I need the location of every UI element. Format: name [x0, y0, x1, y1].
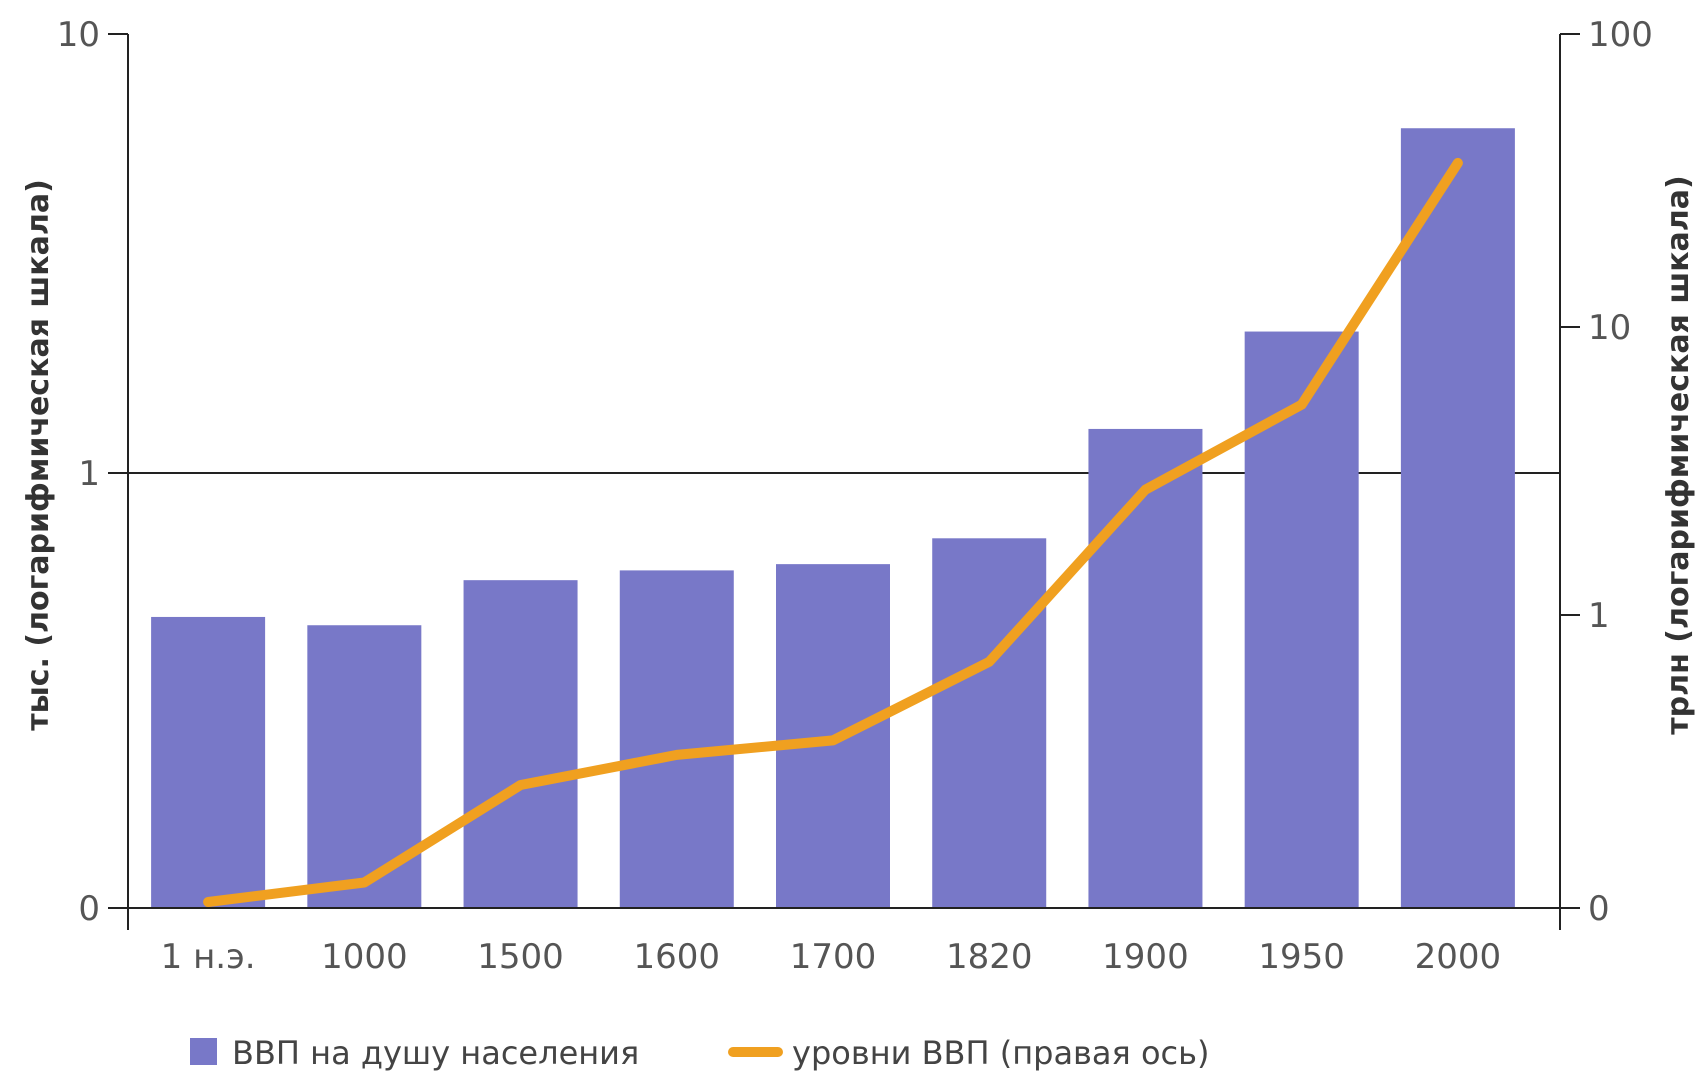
legend-swatch-bar	[190, 1038, 217, 1065]
gdp-line	[203, 157, 1463, 907]
x-tick-label-0: 1 н.э.	[161, 937, 256, 977]
right-tick-label-1: 1	[1588, 596, 1610, 636]
gdp-level-point-4	[832, 739, 834, 742]
bar-2	[463, 580, 578, 908]
x-tick-label-8: 2000	[1415, 937, 1502, 977]
axes	[108, 33, 1580, 930]
bar-0	[151, 616, 266, 908]
bars	[151, 128, 1515, 908]
left-tick-label-0: 0	[78, 889, 100, 929]
x-tick-label-5: 1820	[946, 937, 1033, 977]
x-tick-label-3: 1600	[634, 937, 721, 977]
bar-3	[619, 570, 734, 908]
bar-6	[1088, 428, 1203, 908]
left-tick-label-2: 10	[57, 15, 100, 55]
legend-label-bar: ВВП на душу населения	[232, 1034, 639, 1072]
gdp-level-point-3	[675, 753, 678, 756]
x-tick-label-2: 1500	[477, 937, 564, 977]
left-axis-title: тыс. (логарифмическая шкала)	[21, 179, 56, 731]
gdp-level-point-2	[519, 784, 522, 786]
bar-8	[1400, 128, 1515, 908]
right-tick-label-3: 100	[1588, 15, 1653, 55]
gdp-level-point-6	[1144, 488, 1147, 491]
bar-7	[1244, 331, 1359, 908]
x-tick-label-1: 1000	[321, 937, 408, 977]
x-tick-label-6: 1900	[1102, 937, 1189, 977]
legend: ВВП на душу населения уровни ВВП (правая…	[190, 1034, 1209, 1072]
gdp-level-point-1	[363, 881, 366, 884]
bar-1	[307, 625, 422, 908]
x-tick-label-4: 1700	[790, 937, 877, 977]
right-axis-title: трлн (логарифмическая шкала)	[1661, 175, 1696, 734]
gdp-level-point-0	[207, 901, 210, 903]
right-tick-label-2: 10	[1588, 308, 1631, 348]
right-tick-label-0: 0	[1588, 889, 1610, 929]
x-tick-label-7: 1950	[1258, 937, 1345, 977]
legend-label-line: уровни ВВП (правая ось)	[792, 1034, 1209, 1072]
gdp-level-point-5	[988, 660, 991, 663]
gdp-level-point-7	[1300, 403, 1303, 406]
bar-5	[932, 538, 1047, 908]
gdp-level-point-8	[1456, 161, 1459, 164]
left-tick-label-1: 1	[78, 454, 100, 494]
